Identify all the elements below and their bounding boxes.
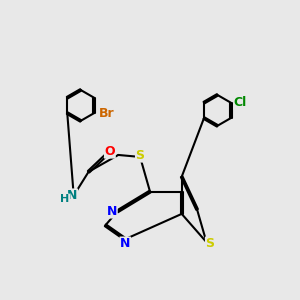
Text: O: O <box>105 145 115 158</box>
Text: Cl: Cl <box>234 96 247 109</box>
Text: N: N <box>120 237 130 250</box>
Text: S: S <box>206 237 214 250</box>
Text: N: N <box>67 189 77 202</box>
Text: H: H <box>60 194 69 204</box>
Text: N: N <box>107 205 117 218</box>
Text: Br: Br <box>98 106 114 120</box>
Text: S: S <box>136 149 145 162</box>
